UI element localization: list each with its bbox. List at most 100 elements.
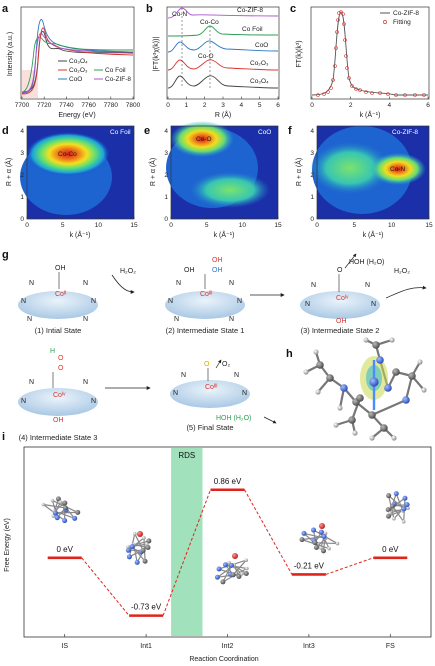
atom bbox=[240, 571, 244, 576]
wavelet-ylabel-d: R + α (Å) bbox=[4, 158, 13, 186]
state-2: Coᴵᴵᴵ OH OH OH N N N N N N (2) Intermedi… bbox=[165, 257, 245, 335]
state-3-oh: OH bbox=[336, 318, 347, 325]
molecule-model bbox=[303, 337, 427, 441]
atom bbox=[404, 502, 410, 508]
legend-label: Co Foil bbox=[105, 67, 126, 74]
panel-c-label: c bbox=[290, 3, 296, 15]
fit-point bbox=[336, 18, 340, 22]
state-1-center: Coᴵᴵ bbox=[55, 291, 66, 298]
atom bbox=[236, 573, 242, 579]
panel-g-label: g bbox=[2, 249, 9, 261]
state-4-o-top: O bbox=[58, 355, 64, 362]
atom bbox=[321, 534, 327, 540]
annot-co-co: Co-Co bbox=[200, 19, 219, 26]
chart-frame bbox=[23, 446, 432, 638]
state-2-caption: (2) Intermediate State 1 bbox=[166, 326, 245, 335]
wavelet-y-tick-label: 2 bbox=[164, 172, 168, 179]
state-4-h: H bbox=[50, 348, 55, 355]
hydrogen-atom bbox=[421, 387, 427, 393]
wavelet-y-tick-label: 3 bbox=[310, 150, 314, 157]
atom bbox=[388, 511, 392, 515]
state-4-caption: (4) Intermediate State 3 bbox=[19, 433, 98, 442]
wavelet-x-tick-label: 5 bbox=[353, 222, 357, 229]
hydrogen-atom bbox=[389, 337, 395, 343]
rds-band bbox=[171, 448, 203, 636]
state-1-n4: N bbox=[91, 298, 96, 305]
state-1-n2: N bbox=[83, 280, 88, 287]
state-5-disc bbox=[170, 380, 250, 408]
atom bbox=[142, 558, 148, 564]
hydrogen-atom bbox=[315, 389, 321, 395]
wavelet-frame-e bbox=[170, 125, 279, 220]
atom bbox=[385, 513, 391, 519]
wavelet-x-tick-label: 5 bbox=[205, 222, 209, 229]
legend-label: CoO bbox=[69, 76, 82, 83]
wavelet-x-tick-label: 0 bbox=[169, 222, 173, 229]
state-4-center: Coᴵᵛ bbox=[53, 392, 66, 399]
fit-point bbox=[394, 93, 398, 97]
panel-h-label: h bbox=[286, 348, 293, 360]
bond bbox=[225, 564, 247, 570]
wavelet-y-tick-label: 1 bbox=[164, 194, 168, 201]
reagent-2: H₂O₂ bbox=[394, 268, 410, 275]
fit-point bbox=[326, 90, 330, 94]
panel-d: d Co Foil Co-Co R + α (Å) 0 1 2 3 4 0 5 10 15 k… bbox=[2, 125, 138, 239]
carbon-atom bbox=[316, 361, 324, 369]
atom bbox=[129, 543, 135, 549]
wavelet-xticks-e: 0 5 10 15 bbox=[169, 216, 282, 229]
carbon-atom bbox=[392, 368, 400, 376]
atom bbox=[214, 574, 220, 580]
legend-swatch bbox=[383, 20, 387, 24]
hydrogen-atom bbox=[352, 430, 358, 436]
label-co2o3: Co₂O₃ bbox=[250, 60, 269, 67]
state-2-n3: N bbox=[168, 298, 173, 305]
fit-data-curve bbox=[311, 11, 428, 96]
wavelet-y-tick-label: 0 bbox=[164, 216, 168, 223]
state-2-n4: N bbox=[237, 298, 242, 305]
state-1-n3: N bbox=[21, 298, 26, 305]
atom bbox=[54, 515, 60, 521]
label-coo: CoO bbox=[255, 42, 268, 49]
wavelet-peak-label-f: Co-N bbox=[390, 166, 405, 173]
state-5-n4: N bbox=[242, 390, 247, 397]
panel-b-spectra bbox=[167, 7, 279, 89]
panel-a-x-tick-label: 7780 bbox=[104, 102, 119, 109]
fit-point bbox=[378, 91, 382, 95]
wavelet-x-tick-label: 5 bbox=[61, 222, 65, 229]
state-2-oh-blue: OH bbox=[212, 267, 223, 274]
wavelet-frame-f bbox=[316, 125, 430, 220]
state-2-n2: N bbox=[229, 280, 234, 287]
atom bbox=[244, 558, 248, 562]
atom bbox=[126, 554, 132, 560]
atom bbox=[230, 572, 236, 578]
x-tick-label: Int3 bbox=[303, 643, 315, 650]
fit-point bbox=[364, 90, 368, 94]
fit-point bbox=[350, 84, 354, 88]
atom bbox=[311, 527, 317, 533]
energy-profile-chart: RDS 0 eV IS -0.73 eV Int1 0.86 eV Int2 -0.21 eV… bbox=[23, 446, 432, 650]
panel-a-x-tick-label: 7800 bbox=[126, 102, 141, 109]
panel-d-label: d bbox=[2, 125, 9, 137]
wavelet-peak-label-d: Co-Co bbox=[58, 151, 77, 158]
panel-c-legend: Co-ZIF-8 Fitting bbox=[380, 10, 419, 26]
nitrogen-atom bbox=[402, 396, 410, 404]
arrow-h2o-2 bbox=[263, 416, 277, 424]
state-4-o-mid: O bbox=[58, 365, 64, 372]
panel-c-frame bbox=[310, 6, 430, 100]
fit-point bbox=[334, 46, 338, 50]
arrow-3-4 bbox=[385, 285, 427, 299]
panel-a-x-tick-label: 7760 bbox=[81, 102, 96, 109]
atom bbox=[142, 536, 146, 540]
state-3-n2: N bbox=[365, 282, 370, 289]
panel-f-label: f bbox=[288, 125, 292, 137]
chart-xlabel: Reaction Coordination bbox=[189, 656, 258, 663]
state-4-n1: N bbox=[29, 379, 34, 386]
hydrogen-atom bbox=[313, 349, 319, 355]
fit-point bbox=[370, 91, 374, 95]
atom bbox=[313, 544, 319, 550]
fit-point bbox=[347, 76, 351, 80]
wavelet-y-tick-label: 3 bbox=[20, 150, 24, 157]
wavelet-x-tick-label: 15 bbox=[130, 222, 138, 229]
state-1-n6: N bbox=[83, 316, 88, 323]
hydrogen-atom bbox=[417, 359, 423, 365]
